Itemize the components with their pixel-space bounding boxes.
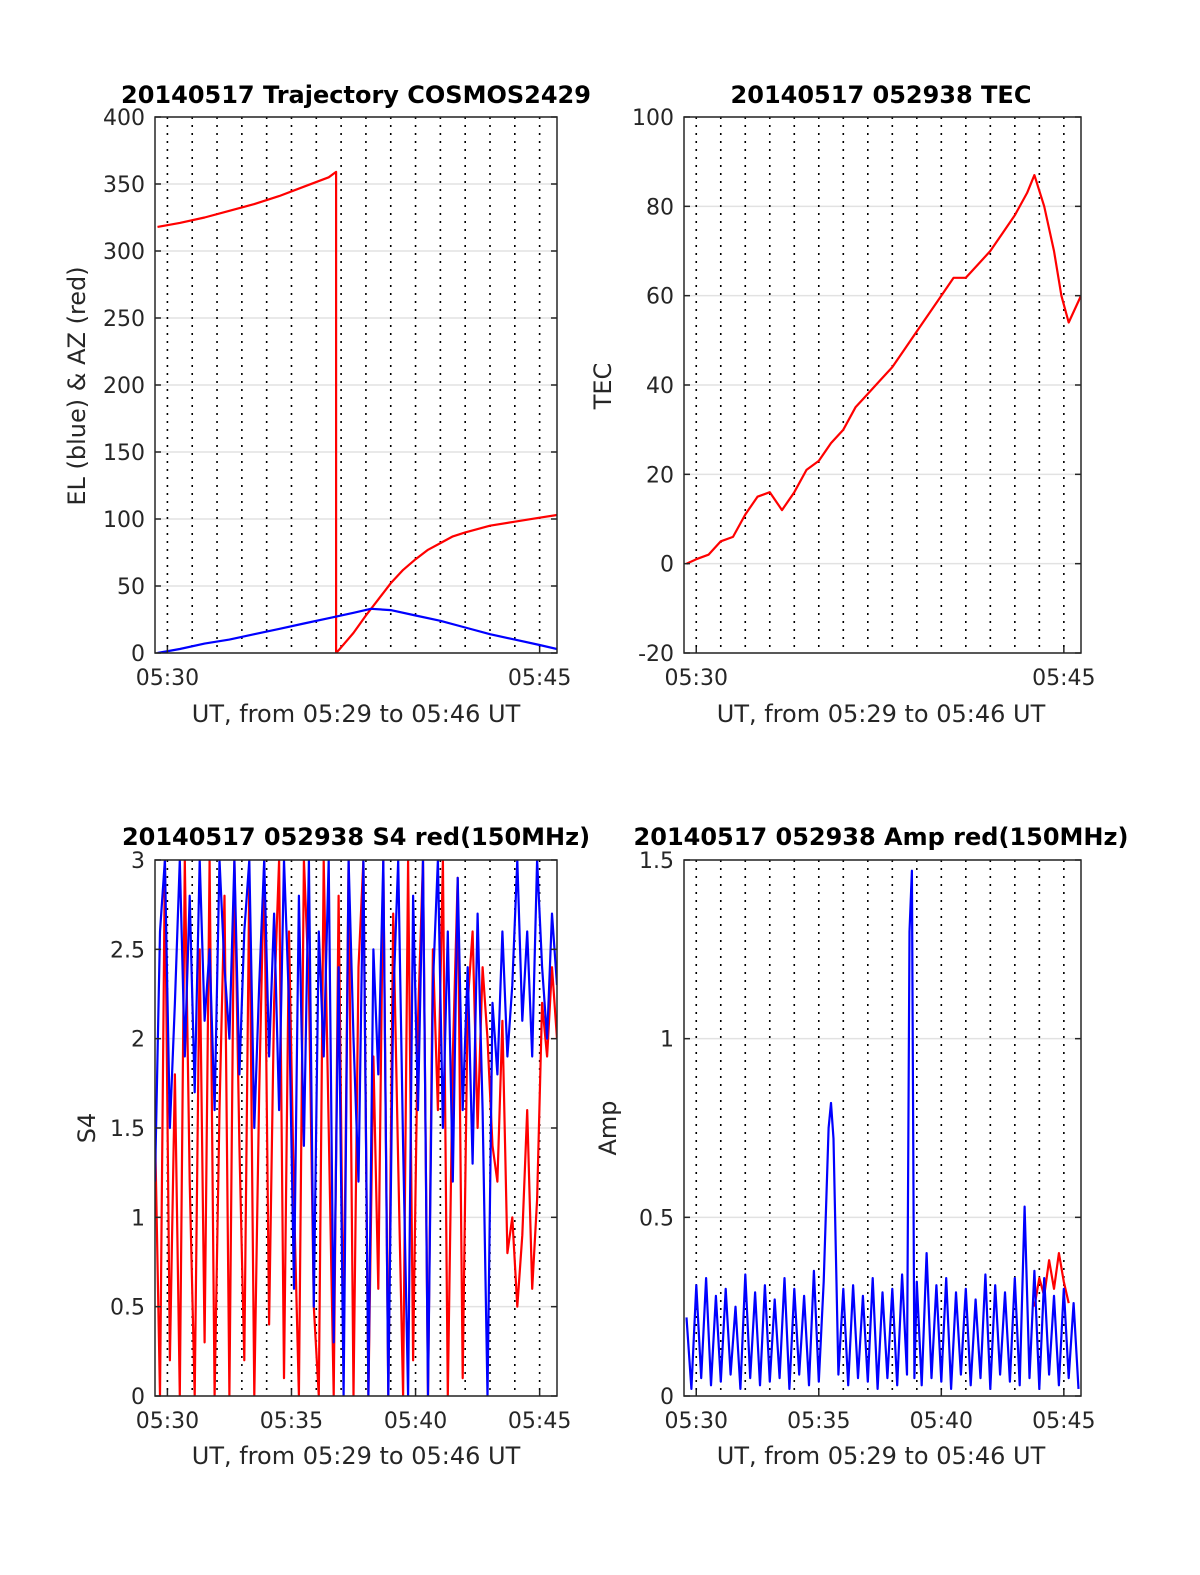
x-tick-label: 05:30 xyxy=(665,666,728,691)
x-tick-label: 05:30 xyxy=(665,1409,728,1434)
y-tick-label: 1.5 xyxy=(110,1117,145,1142)
series-line xyxy=(1033,1251,1070,1307)
x-tick-label: 05:45 xyxy=(508,1409,571,1434)
y-tick-label: 2 xyxy=(131,1028,145,1053)
y-tick-label: 40 xyxy=(646,374,674,399)
panel-s4: 20140517 052938 S4 red(150MHz) UT, from … xyxy=(73,823,590,1470)
x-axis-label: UT, from 05:29 to 05:46 UT xyxy=(192,1442,521,1470)
ticks: 0 50 100 150 200 250 300 350 400 05:30 05:45 xyxy=(103,106,571,691)
x-axis-label: UT, from 05:29 to 05:46 UT xyxy=(717,1442,1046,1470)
series-group xyxy=(685,869,1080,1391)
series-line xyxy=(155,860,557,1396)
y-tick-label: 350 xyxy=(103,173,145,198)
y-tick-label: 300 xyxy=(103,240,145,265)
series-group xyxy=(686,174,1081,565)
grid xyxy=(684,116,1081,654)
series-line xyxy=(685,869,1080,1391)
y-tick-label: 80 xyxy=(646,195,674,220)
panel-title: 20140517 052938 TEC xyxy=(731,81,1032,109)
y-tick-label: 1.5 xyxy=(639,849,674,874)
y-tick-label: 50 xyxy=(117,575,145,600)
y-tick-label: 100 xyxy=(632,106,674,131)
x-tick-label: 05:40 xyxy=(910,1409,973,1434)
ticks: 0 0.5 1 1.5 2 2.5 3 05:30 05:35 05:40 05:45 xyxy=(110,849,571,1434)
ticks: -20 0 20 40 60 80 100 05:30 05:45 xyxy=(632,106,1096,691)
y-tick-label: 150 xyxy=(103,441,145,466)
y-tick-label: 1 xyxy=(131,1206,145,1231)
series-group xyxy=(157,170,557,653)
y-axis-label: TEC xyxy=(589,363,617,411)
y-tick-label: 1 xyxy=(660,1028,674,1053)
y-tick-label: 400 xyxy=(103,106,145,131)
series-group xyxy=(155,860,557,1396)
y-tick-label: 0 xyxy=(131,1385,145,1410)
y-tick-label: 0 xyxy=(131,642,145,667)
x-axis-label: UT, from 05:29 to 05:46 UT xyxy=(717,700,1046,728)
x-tick-label: 05:45 xyxy=(508,666,571,691)
y-tick-label: 60 xyxy=(646,285,674,310)
y-tick-label: 2.5 xyxy=(110,938,145,963)
y-tick-label: 0.5 xyxy=(639,1206,674,1231)
panel-title: 20140517 052938 Amp red(150MHz) xyxy=(634,823,1129,851)
x-tick-label: 05:35 xyxy=(260,1409,323,1434)
y-tick-label: 0.5 xyxy=(110,1296,145,1321)
series-line xyxy=(157,170,557,653)
series-line xyxy=(157,607,557,653)
grid xyxy=(684,859,1081,1397)
x-tick-label: 05:40 xyxy=(384,1409,447,1434)
y-tick-label: 200 xyxy=(103,374,145,399)
y-axis-label: EL (blue) & AZ (red) xyxy=(63,266,91,505)
y-tick-label: 0 xyxy=(660,553,674,578)
y-tick-label: 100 xyxy=(103,508,145,533)
ticks: 0 0.5 1 1.5 05:30 05:35 05:40 05:45 xyxy=(639,849,1096,1434)
panel-title: 20140517 052938 S4 red(150MHz) xyxy=(122,823,590,851)
x-tick-label: 05:30 xyxy=(136,666,199,691)
y-tick-label: 0 xyxy=(660,1385,674,1410)
panel-trajectory: 20140517 Trajectory COSMOS2429 UT, from … xyxy=(63,81,591,728)
x-tick-label: 05:45 xyxy=(1032,1409,1095,1434)
y-tick-label: 3 xyxy=(131,849,145,874)
panel-amp: 20140517 052938 Amp red(150MHz) UT, from… xyxy=(594,823,1128,1470)
x-tick-label: 05:35 xyxy=(787,1409,850,1434)
x-tick-label: 05:45 xyxy=(1032,666,1095,691)
y-tick-label: -20 xyxy=(638,642,674,667)
y-tick-label: 20 xyxy=(646,463,674,488)
y-axis-label: Amp xyxy=(594,1100,622,1155)
panel-title: 20140517 Trajectory COSMOS2429 xyxy=(121,81,591,109)
grid xyxy=(155,859,557,1397)
plot-area-border xyxy=(683,859,1082,1397)
x-tick-label: 05:30 xyxy=(136,1409,199,1434)
x-axis-label: UT, from 05:29 to 05:46 UT xyxy=(192,700,521,728)
series-line xyxy=(155,860,557,1396)
series-line xyxy=(686,174,1081,565)
y-tick-label: 250 xyxy=(103,307,145,332)
panel-tec: 20140517 052938 TEC UT, from 05:29 to 05… xyxy=(589,81,1096,728)
y-axis-label: S4 xyxy=(73,1113,101,1144)
